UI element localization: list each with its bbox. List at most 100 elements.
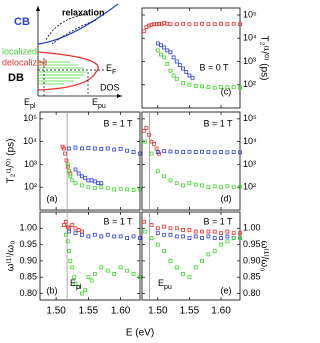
data-point <box>112 272 117 276</box>
data-point <box>86 234 91 239</box>
data-point <box>162 45 167 50</box>
data-point <box>61 146 66 151</box>
data-point <box>238 85 242 90</box>
panel: 1.50 1.55 1.60 1.00 0.95 0.90 0.85 0.80 (b) B = 1… <box>6 211 154 339</box>
data-point <box>193 22 198 27</box>
data-point <box>73 167 78 172</box>
energy-markers <box>43 58 89 96</box>
data-point <box>96 181 100 186</box>
data-point <box>147 132 151 137</box>
data-point <box>238 150 242 155</box>
epu-main: E <box>92 97 98 107</box>
data-point <box>174 22 179 27</box>
data-point <box>200 236 204 240</box>
data-point <box>174 265 179 270</box>
data-point <box>157 21 161 26</box>
data-point <box>225 85 230 90</box>
data-point <box>92 232 97 237</box>
data-point <box>72 275 77 280</box>
data-point <box>141 128 146 133</box>
data-point <box>149 151 154 156</box>
data-point <box>159 43 163 48</box>
schematic: CB relaxation localized delocalized EF D… <box>2 3 122 110</box>
data-point <box>162 149 167 154</box>
data-point <box>212 236 217 240</box>
y-axis-title: T₂⁽¹/⁰⁾ (ps) <box>6 138 17 183</box>
data-point <box>219 150 223 154</box>
y-tick-label: 0.85 <box>19 272 37 282</box>
data-point <box>238 236 242 240</box>
data-point <box>181 66 185 71</box>
data-point <box>131 234 136 239</box>
panel-note: B = 1 T <box>103 118 133 128</box>
data-point <box>225 150 230 155</box>
data-point <box>99 234 104 239</box>
db-label: DB <box>8 72 24 84</box>
y-tick-label: 0.95 <box>19 239 37 249</box>
data-point <box>212 22 217 27</box>
data-point <box>184 70 189 75</box>
dos-label: DOS <box>100 82 120 92</box>
data-point <box>200 21 204 26</box>
data-point <box>162 249 167 254</box>
data-point <box>219 85 223 89</box>
data-point <box>219 231 223 236</box>
data-point <box>118 186 123 191</box>
y-tick-label: 10² <box>243 79 256 89</box>
data-point <box>105 186 110 191</box>
ef-main: E <box>106 63 112 73</box>
data-point <box>238 231 242 236</box>
data-point <box>155 242 160 247</box>
data-point <box>149 22 154 27</box>
data-point <box>219 21 223 26</box>
data-point <box>125 187 129 192</box>
data-point <box>238 184 242 189</box>
data-point <box>231 150 236 154</box>
data-point <box>200 258 204 263</box>
localized-label: localized <box>2 46 37 56</box>
data-point <box>162 55 167 60</box>
data-point <box>206 252 211 257</box>
data-point <box>181 228 185 232</box>
data-point <box>143 139 148 144</box>
data-point <box>138 187 142 192</box>
panel: 10⁵ 10⁴ 10³ 10² (d) B = 1 T <box>141 111 257 211</box>
y-tick-label: 10⁵ <box>243 9 257 19</box>
data-point <box>225 184 230 189</box>
marker-label-main: E <box>158 278 164 288</box>
data-point <box>80 146 84 151</box>
data-point <box>225 234 230 239</box>
data-point <box>99 185 104 190</box>
figure: CB relaxation localized delocalized EF D… <box>2 3 269 339</box>
y-tick-label: 10⁴ <box>243 33 257 43</box>
data-point <box>165 21 170 26</box>
y-tick-label: 10² <box>243 182 256 192</box>
data-point <box>231 85 236 89</box>
data-point <box>149 236 154 240</box>
x-tick-label: 1.55 <box>180 306 200 317</box>
panel: 10⁵ 10⁴ 10³ 10² (c) B = 0 T T₂⁽¹/⁰⁾ (ps) <box>141 7 269 109</box>
x-tick-label: 1.55 <box>79 306 99 317</box>
delocalized-label: delocalized <box>2 57 47 67</box>
data-point <box>212 85 217 90</box>
data-point <box>70 223 75 227</box>
data-point <box>73 145 78 150</box>
data-point <box>92 179 97 184</box>
marker-label-main: E <box>70 278 76 288</box>
data-point <box>125 236 129 240</box>
y-tick-label: 0.90 <box>19 255 37 265</box>
data-point <box>168 50 173 55</box>
data-point <box>193 229 198 234</box>
data-point <box>231 236 236 240</box>
y-tick-label: 10⁵ <box>243 113 257 123</box>
delocalized-dos <box>37 51 99 91</box>
plot-frame <box>141 111 241 211</box>
data-point <box>68 258 73 263</box>
data-point <box>168 68 173 73</box>
data-point <box>162 224 167 229</box>
data-point <box>92 272 97 276</box>
y-tick-label: 10³ <box>243 159 256 169</box>
localized-states <box>38 61 86 85</box>
y-tick-label: 10⁵ <box>23 113 37 123</box>
data-point <box>238 22 242 27</box>
